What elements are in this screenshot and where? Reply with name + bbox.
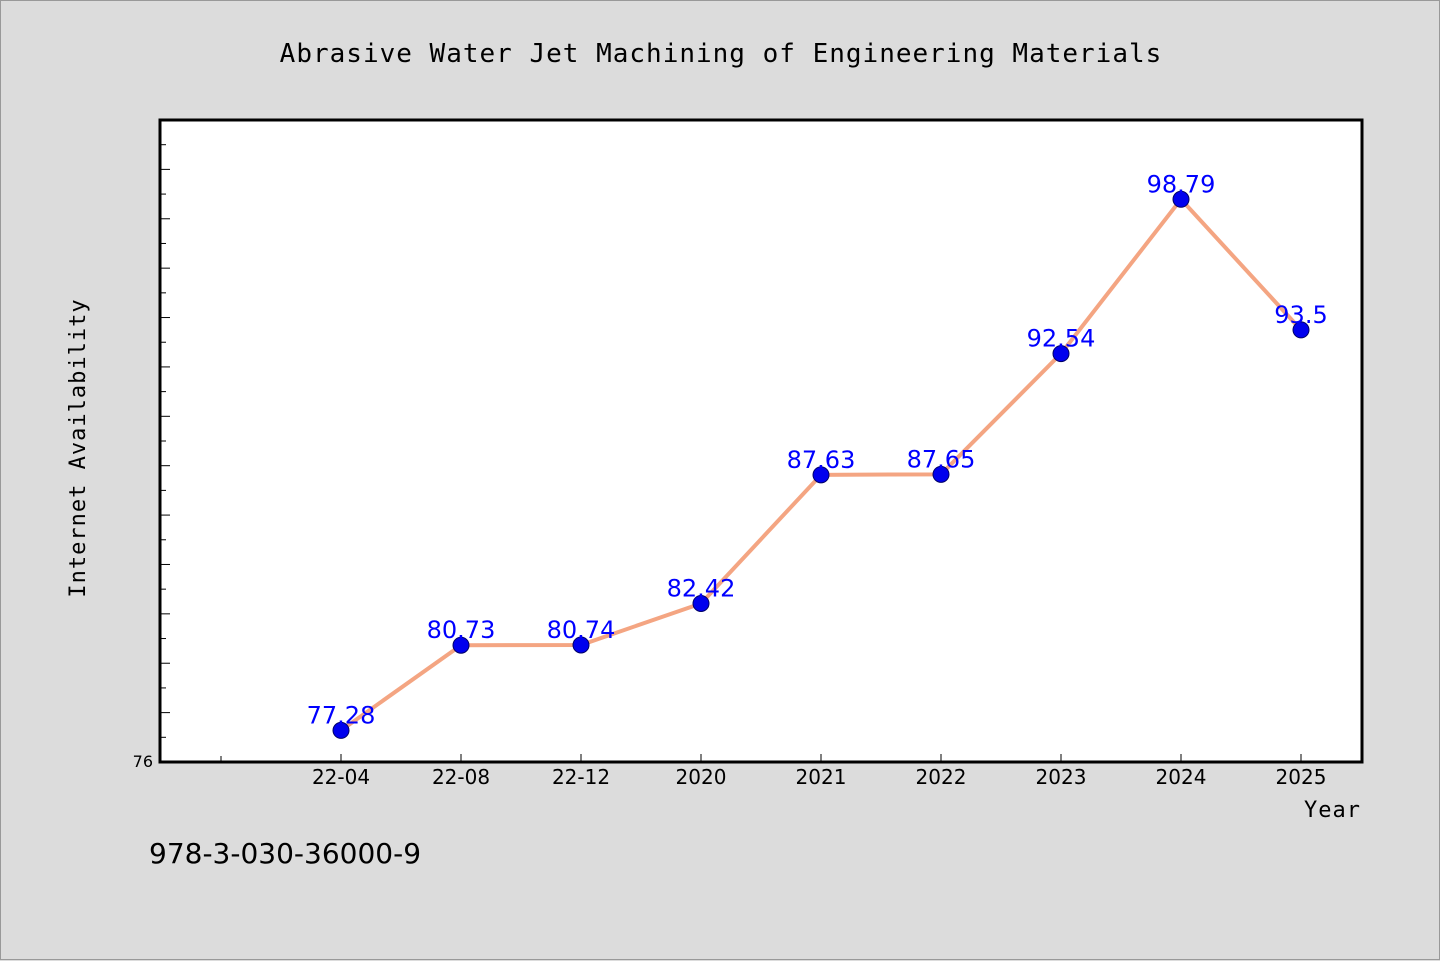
x-axis-label: Year	[1304, 798, 1361, 823]
data-point	[572, 636, 590, 654]
data-point	[1052, 345, 1070, 363]
x-axis-tick-labels: 22-04 22-08 22-12 2020 2021 2022 2023 2024 2025	[312, 765, 1327, 789]
x-tick-label: 2024	[1156, 765, 1207, 789]
data-label: 93.5	[1274, 301, 1327, 329]
data-label: 77.28	[307, 701, 376, 729]
data-label: 98.79	[1147, 170, 1216, 198]
data-point	[1172, 190, 1190, 208]
data-point	[452, 636, 470, 654]
series-markers	[332, 190, 1310, 739]
y-axis-label: Internet Availability	[66, 298, 91, 597]
series-data-labels: 77.28 80.73 80.74 82.42 87.63 87.65 92.54 98.79…	[307, 170, 1328, 729]
x-tick-label: 2020	[676, 765, 727, 789]
data-point	[692, 594, 710, 612]
data-label: 80.74	[547, 616, 616, 644]
data-point	[932, 465, 950, 483]
data-point	[1292, 321, 1310, 339]
isbn-footer: 978-3-030-36000-9	[149, 837, 421, 870]
data-point	[332, 721, 350, 739]
x-tick-label: 2021	[796, 765, 847, 789]
x-axis-ticks	[220, 754, 1302, 762]
data-label: 80.73	[427, 616, 496, 644]
data-label: 92.54	[1027, 325, 1096, 353]
x-tick-label: 22-04	[312, 765, 370, 789]
x-tick-label: 22-08	[432, 765, 490, 789]
x-tick-label: 2022	[916, 765, 967, 789]
y-axis-ticks	[160, 144, 170, 763]
y-tick-label: 76	[133, 752, 153, 771]
data-point	[812, 466, 830, 484]
x-tick-label: 2025	[1276, 765, 1327, 789]
plot-area	[158, 118, 1364, 764]
x-tick-label: 22-12	[552, 765, 610, 789]
x-tick-label: 2023	[1036, 765, 1087, 789]
chart-title: Abrasive Water Jet Machining of Engineer…	[280, 39, 1163, 69]
data-label: 87.65	[907, 445, 976, 473]
data-label: 82.42	[667, 574, 736, 602]
data-label: 87.63	[787, 446, 856, 474]
